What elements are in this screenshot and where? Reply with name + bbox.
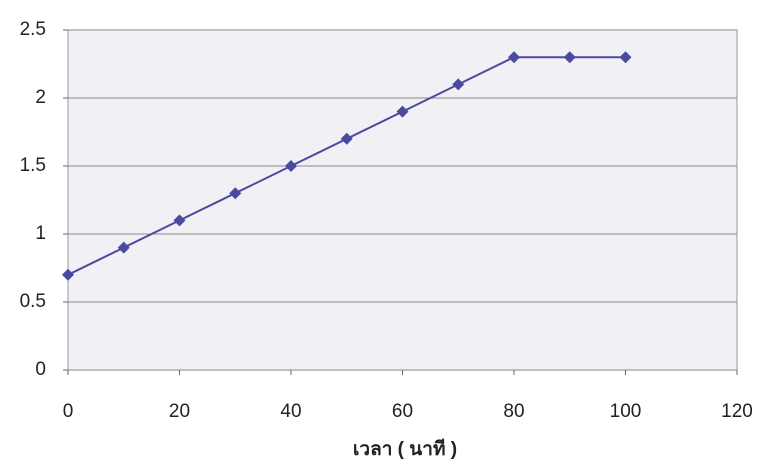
plot-area [67,29,738,371]
data-point [508,51,520,64]
data-point [340,132,353,145]
data-point [452,78,465,91]
x-tick-label: 100 [610,401,642,422]
x-tick-label: 20 [169,401,190,422]
y-tick-label: 2.5 [20,19,46,40]
data-point [396,105,409,118]
data-point [117,241,130,254]
y-tick-label: 1.5 [20,155,46,176]
y-tick-label: 0.5 [20,291,46,312]
x-tick-label: 60 [392,401,413,422]
x-axis-title: เวลา ( นาที ) [353,438,457,460]
y-tick-label: 2 [35,87,46,108]
x-tick-label: 0 [63,401,74,422]
data-point [619,51,632,64]
y-tick-label: 0 [35,359,46,380]
x-tick-label: 40 [280,401,301,422]
data-point [563,51,576,64]
data-point [173,214,186,227]
y-tick-label: 1 [35,223,46,244]
data-point [62,268,74,281]
data-point [229,187,242,200]
x-tick-label: 120 [721,401,753,422]
x-tick-label: 80 [503,401,524,422]
data-point [285,160,297,172]
